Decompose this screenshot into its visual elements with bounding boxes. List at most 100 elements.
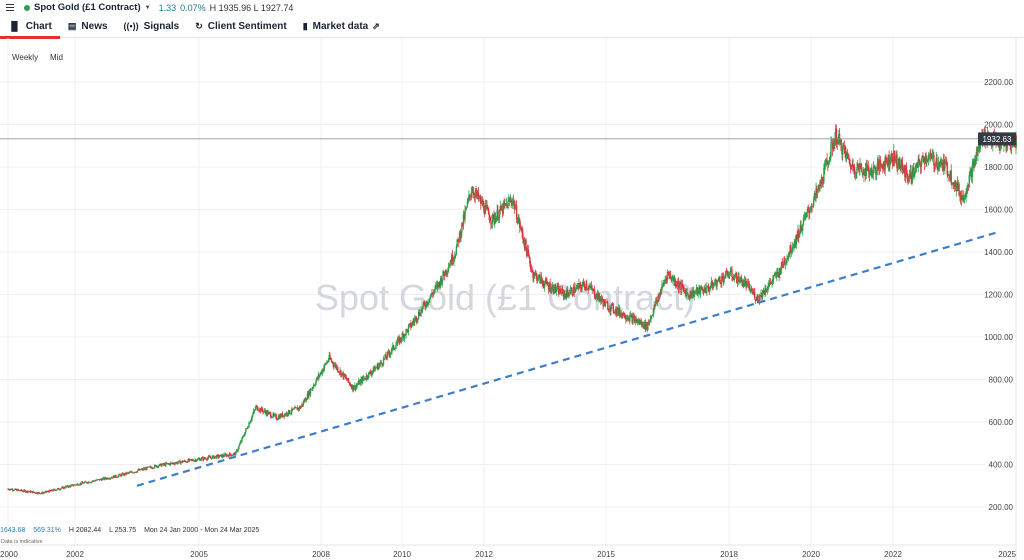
tab-chart-label: Chart — [25, 20, 52, 32]
candle-body — [964, 196, 967, 198]
tab-chart[interactable]: ▐▌ Chart — [0, 15, 60, 39]
y-tick-label: 400.00 — [989, 461, 1014, 470]
candle-body — [116, 476, 119, 478]
candle-body — [329, 354, 331, 359]
candle-body — [691, 290, 694, 296]
candle-body — [108, 478, 111, 480]
tab-client-sentiment[interactable]: ↻ Client Sentiment — [187, 15, 294, 37]
candle-body — [316, 377, 319, 379]
candle-body — [576, 285, 579, 287]
candle-body — [507, 200, 509, 209]
candle-body — [877, 160, 879, 164]
candle-body — [228, 453, 231, 457]
candle-body — [937, 162, 940, 170]
candle-body — [575, 286, 578, 288]
tab-market-data[interactable]: ▮ Market data ⇗ — [295, 15, 388, 37]
candle-body — [106, 477, 108, 480]
stat-change-value: 1643.68 — [0, 527, 26, 534]
candle-body — [173, 463, 176, 465]
candle-body — [741, 279, 743, 287]
candle-body — [843, 145, 846, 150]
candle-body — [689, 290, 692, 299]
candle-body — [702, 289, 704, 292]
candle-body — [327, 360, 330, 362]
price-change-pct: 0.07% — [180, 2, 206, 13]
x-tick-label: 2012 — [475, 550, 493, 559]
candle-body — [208, 456, 210, 458]
candle-body — [201, 457, 203, 459]
candle-body — [615, 308, 618, 315]
candle-body — [330, 358, 332, 360]
candle-body — [379, 361, 382, 364]
candle-body — [113, 475, 116, 478]
tab-news[interactable]: ▤ News — [60, 15, 116, 37]
tab-market-data-label: Market data — [312, 20, 369, 32]
candle-body — [794, 239, 796, 247]
candle-body — [893, 150, 896, 161]
candle-body — [569, 289, 572, 294]
candle-body — [63, 487, 66, 488]
candle-body — [633, 316, 635, 317]
candle-body — [119, 474, 122, 477]
caret-down-icon[interactable]: ▼ — [144, 4, 151, 11]
candle-body — [97, 479, 100, 481]
candle-body — [388, 351, 390, 354]
candle-body — [81, 482, 83, 485]
price-chart[interactable]: Spot Gold (£1 Contract) 1932.63 200.00 400.… — [0, 38, 1024, 560]
candle-body — [572, 286, 575, 296]
candle-body — [607, 303, 609, 310]
candle-body — [480, 199, 483, 204]
candle-body — [653, 304, 655, 310]
y-tick-label: 1400.00 — [984, 248, 1013, 257]
candle-body — [52, 490, 54, 492]
candle-body — [940, 159, 942, 163]
candle-body — [795, 234, 798, 245]
candle-body — [276, 419, 278, 421]
candle-body — [510, 199, 512, 203]
price-type-selector[interactable]: Mid — [50, 53, 63, 62]
candle-body — [739, 277, 742, 283]
tab-signals[interactable]: ((•)) Signals — [116, 15, 188, 37]
candle-body — [431, 293, 433, 295]
candle-body — [24, 490, 27, 493]
candle-body — [811, 206, 813, 208]
x-tick-label: 2000 — [0, 550, 18, 559]
candle-body — [608, 308, 611, 311]
candle-body — [288, 410, 291, 414]
candle-body — [542, 281, 544, 286]
candle-body — [216, 454, 218, 459]
candle-body — [285, 412, 288, 415]
menu-icon[interactable] — [6, 4, 14, 11]
candle-body — [645, 322, 648, 330]
candle-body — [450, 254, 453, 264]
candle-body — [974, 159, 976, 167]
candle-body — [282, 415, 284, 417]
candle-body — [1006, 142, 1008, 152]
candle-body — [296, 407, 298, 411]
candle-body — [418, 312, 421, 316]
candle-body — [501, 206, 504, 214]
candle-body — [849, 164, 852, 169]
candle-body — [593, 289, 595, 291]
candle-body — [932, 155, 934, 157]
candle-body — [312, 385, 315, 388]
candle-body — [706, 285, 709, 287]
x-tick-label: 2002 — [66, 550, 84, 559]
x-tick-label: 2008 — [312, 550, 330, 559]
instrument-name[interactable]: Spot Gold (£1 Contract) — [34, 2, 141, 13]
candle-body — [317, 374, 320, 379]
candle-body — [582, 281, 585, 284]
candle-body — [310, 389, 313, 391]
candle-body — [256, 406, 259, 411]
candle-body — [441, 279, 443, 284]
candle-body — [851, 164, 853, 167]
candle-body — [398, 337, 400, 344]
candle-body — [336, 367, 338, 369]
candle-body — [878, 160, 880, 172]
candle-body — [927, 156, 930, 161]
candle-body — [451, 254, 454, 263]
candle-body — [579, 284, 582, 288]
interval-selector[interactable]: Weekly — [12, 53, 39, 62]
candle-body — [382, 364, 384, 366]
candle-body — [761, 290, 764, 298]
